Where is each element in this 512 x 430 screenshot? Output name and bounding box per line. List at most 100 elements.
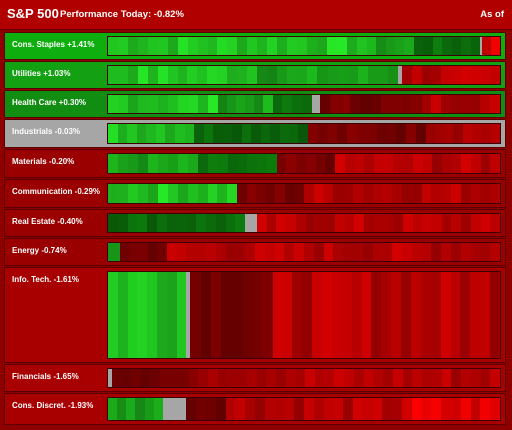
stock-stripe[interactable]	[174, 398, 187, 420]
stock-stripe[interactable]	[287, 66, 298, 84]
stock-stripe[interactable]	[137, 95, 149, 113]
stock-stripe[interactable]	[411, 272, 422, 358]
stock-stripe[interactable]	[356, 124, 367, 143]
stock-stripe[interactable]	[343, 243, 354, 261]
stock-stripe[interactable]	[275, 184, 286, 203]
stock-stripe[interactable]	[394, 37, 405, 55]
stock-stripe[interactable]	[382, 398, 393, 420]
stock-stripe[interactable]	[319, 95, 331, 113]
stock-stripe[interactable]	[354, 154, 365, 173]
stock-stripe[interactable]	[127, 214, 138, 232]
stock-stripe[interactable]	[187, 66, 198, 84]
stock-stripe[interactable]	[372, 184, 383, 203]
sector-row-real-estate[interactable]: Real Estate -0.40%	[4, 209, 506, 237]
stock-stripe[interactable]	[137, 214, 148, 232]
stock-stripe[interactable]	[451, 369, 462, 387]
stock-stripe[interactable]	[490, 184, 500, 203]
stock-stripe[interactable]	[167, 95, 179, 113]
stock-stripe[interactable]	[210, 272, 222, 358]
stock-stripe[interactable]	[413, 37, 424, 55]
stock-stripe[interactable]	[343, 398, 354, 420]
stock-stripe[interactable]	[117, 37, 129, 55]
sector-stock-bar[interactable]	[107, 213, 501, 233]
stock-stripe[interactable]	[227, 66, 238, 84]
stock-stripe[interactable]	[386, 124, 397, 143]
stock-stripe[interactable]	[480, 184, 491, 203]
stock-stripe[interactable]	[128, 154, 139, 173]
stock-stripe[interactable]	[490, 214, 500, 232]
stock-stripe[interactable]	[362, 184, 373, 203]
stock-stripe[interactable]	[117, 66, 129, 84]
stock-stripe[interactable]	[307, 124, 318, 143]
stock-stripe[interactable]	[200, 272, 212, 358]
stock-stripe[interactable]	[217, 154, 228, 173]
stock-stripe[interactable]	[148, 154, 159, 173]
stock-stripe[interactable]	[144, 398, 154, 420]
stock-stripe[interactable]	[380, 95, 392, 113]
stock-stripe[interactable]	[276, 369, 286, 387]
stock-stripe[interactable]	[422, 154, 433, 173]
stock-stripe[interactable]	[325, 214, 335, 232]
stock-stripe[interactable]	[231, 272, 242, 358]
stock-stripe[interactable]	[402, 243, 412, 261]
stock-stripe[interactable]	[431, 243, 442, 261]
stock-stripe[interactable]	[108, 272, 118, 358]
stock-stripe[interactable]	[284, 398, 295, 420]
stock-stripe[interactable]	[108, 398, 118, 420]
stock-stripe[interactable]	[317, 124, 328, 143]
stock-stripe[interactable]	[460, 398, 471, 420]
stock-stripe[interactable]	[461, 154, 472, 173]
stock-stripe[interactable]	[215, 214, 226, 232]
stock-stripe[interactable]	[376, 124, 387, 143]
stock-stripe[interactable]	[432, 154, 443, 173]
stock-stripe[interactable]	[460, 272, 471, 358]
stock-stripe[interactable]	[117, 184, 129, 203]
stock-stripe[interactable]	[470, 398, 481, 420]
stock-stripe[interactable]	[304, 398, 314, 420]
stock-stripe[interactable]	[256, 66, 268, 84]
stock-stripe[interactable]	[363, 369, 374, 387]
stock-stripe[interactable]	[398, 66, 403, 84]
stock-stripe[interactable]	[108, 184, 119, 203]
sector-row-health-care[interactable]: Health Care +0.30%	[4, 90, 506, 118]
stock-stripe[interactable]	[337, 66, 348, 84]
stock-stripe[interactable]	[196, 214, 207, 232]
stock-stripe[interactable]	[451, 95, 461, 113]
stock-stripe[interactable]	[412, 214, 423, 232]
stock-stripe[interactable]	[470, 272, 481, 358]
stock-stripe[interactable]	[241, 272, 253, 358]
stock-stripe[interactable]	[307, 66, 318, 84]
sector-row-financials[interactable]: Financials -1.65%	[4, 364, 506, 392]
stock-stripe[interactable]	[177, 95, 189, 113]
stock-stripe[interactable]	[108, 243, 120, 261]
stock-stripe[interactable]	[451, 154, 462, 173]
stock-stripe[interactable]	[294, 398, 305, 420]
stock-stripe[interactable]	[470, 154, 481, 173]
stock-stripe[interactable]	[450, 272, 461, 358]
stock-stripe[interactable]	[304, 184, 314, 203]
stock-stripe[interactable]	[274, 398, 285, 420]
stock-stripe[interactable]	[217, 66, 228, 84]
stock-stripe[interactable]	[391, 272, 402, 358]
stock-stripe[interactable]	[186, 272, 191, 358]
stock-stripe[interactable]	[167, 66, 178, 84]
stock-stripe[interactable]	[147, 243, 158, 261]
stock-stripe[interactable]	[393, 214, 403, 232]
stock-stripe[interactable]	[431, 95, 442, 113]
stock-stripe[interactable]	[345, 154, 355, 173]
stock-stripe[interactable]	[347, 66, 358, 84]
stock-stripe[interactable]	[285, 369, 296, 387]
stock-stripe[interactable]	[382, 243, 393, 261]
stock-stripe[interactable]	[138, 154, 149, 173]
stock-stripe[interactable]	[402, 398, 412, 420]
stock-stripe[interactable]	[431, 184, 442, 203]
stock-stripe[interactable]	[147, 214, 158, 232]
stock-stripe[interactable]	[237, 184, 248, 203]
stock-stripe[interactable]	[490, 243, 500, 261]
stock-stripe[interactable]	[341, 272, 352, 358]
stock-stripe[interactable]	[441, 95, 452, 113]
stock-stripe[interactable]	[334, 214, 345, 232]
stock-stripe[interactable]	[245, 95, 255, 113]
stock-stripe[interactable]	[267, 66, 278, 84]
stock-stripe[interactable]	[266, 369, 277, 387]
